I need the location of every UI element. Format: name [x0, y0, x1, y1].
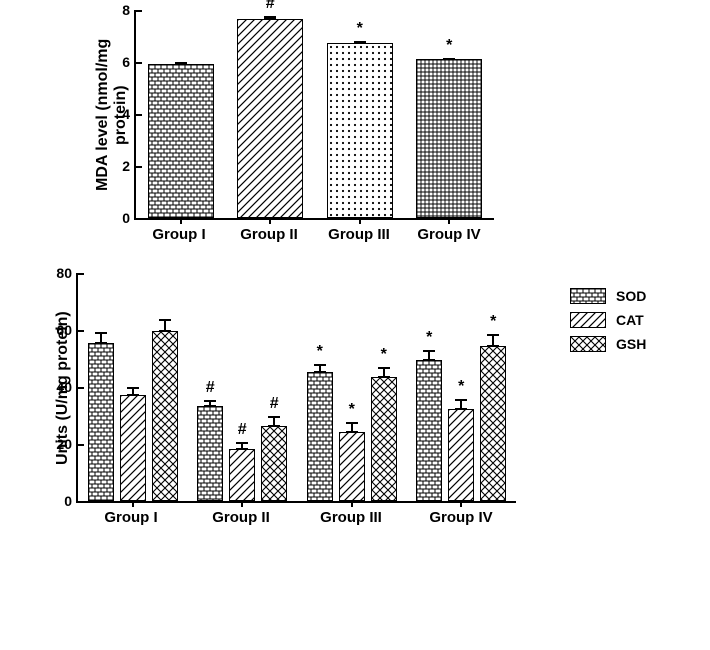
error-bar: [448, 58, 450, 61]
ytick: 40: [56, 379, 78, 395]
xlabel: Group IV: [406, 509, 516, 526]
ytick: 4: [122, 106, 136, 122]
legend-swatch: [570, 288, 606, 304]
significance-marker: *: [349, 401, 355, 419]
significance-marker: *: [490, 313, 496, 331]
ytick: 20: [56, 436, 78, 452]
error-bar: [383, 367, 385, 379]
ytick: 2: [122, 158, 136, 174]
bar: [307, 372, 333, 501]
bar: [229, 449, 255, 501]
legend: SOD CAT GSH: [570, 288, 646, 352]
significance-marker: *: [426, 329, 432, 347]
error-bar: [269, 16, 271, 19]
bar: [480, 346, 506, 501]
bar: [88, 343, 114, 501]
bar: [148, 64, 214, 218]
legend-label: SOD: [616, 288, 646, 304]
ytick: 60: [56, 322, 78, 338]
top-panel: MDA level (nmol/mg protein) 02468#** Gro…: [90, 10, 700, 243]
bar: [416, 360, 442, 501]
ytick: 6: [122, 54, 136, 70]
error-bar: [428, 350, 430, 361]
bar: [448, 409, 474, 501]
xlabel: Group IV: [404, 226, 494, 243]
xlabel: Group II: [224, 226, 314, 243]
ytick: 0: [64, 493, 78, 509]
bar-group: [136, 64, 226, 218]
bar: [371, 377, 397, 501]
error-bar: [273, 416, 275, 427]
xlabel: Group I: [76, 509, 186, 526]
figure: MDA level (nmol/mg protein) 02468#** Gro…: [10, 10, 700, 526]
top-xlabels: Group IGroup IIGroup IIIGroup IV: [134, 226, 494, 243]
bar-group: [78, 331, 188, 501]
error-bar: [460, 399, 462, 411]
significance-marker: *: [446, 37, 452, 55]
bar-group: ***: [407, 346, 517, 501]
legend-swatch: [570, 312, 606, 328]
error-bar: [359, 41, 361, 44]
ytick: 8: [122, 2, 136, 18]
bar: [152, 331, 178, 501]
error-bar: [164, 319, 166, 332]
bar: [237, 19, 303, 219]
bar: [339, 432, 365, 501]
bar-group: *: [315, 43, 405, 218]
legend-swatch: [570, 336, 606, 352]
bottom-plot-area: 020406080###******: [76, 273, 516, 503]
xlabel: Group II: [186, 509, 296, 526]
significance-marker: *: [458, 378, 464, 396]
error-bar: [492, 334, 494, 347]
legend-item: SOD: [570, 288, 646, 304]
bottom-panel: Units (U/mg protein) 020406080###****** …: [50, 273, 700, 526]
xlabel: Group III: [314, 226, 404, 243]
error-bar: [100, 332, 102, 344]
error-bar: [180, 62, 182, 66]
significance-marker: #: [238, 421, 247, 439]
bar-group: ###: [188, 406, 298, 501]
ytick: 80: [56, 265, 78, 281]
ytick: 0: [122, 210, 136, 226]
bar: [327, 43, 393, 218]
legend-item: GSH: [570, 336, 646, 352]
error-bar: [319, 364, 321, 373]
error-bar: [132, 387, 134, 396]
significance-marker: *: [381, 346, 387, 364]
significance-marker: #: [266, 0, 275, 13]
bar: [197, 406, 223, 501]
xlabel: Group III: [296, 509, 406, 526]
significance-marker: #: [206, 379, 215, 397]
legend-label: GSH: [616, 336, 646, 352]
bar: [416, 59, 482, 218]
bar: [120, 395, 146, 501]
significance-marker: *: [357, 20, 363, 38]
xlabel: Group I: [134, 226, 224, 243]
bar-group: ***: [297, 372, 407, 501]
legend-label: CAT: [616, 312, 644, 328]
error-bar: [351, 422, 353, 434]
error-bar: [241, 442, 243, 451]
error-bar: [209, 400, 211, 407]
bar-group: *: [405, 59, 495, 218]
bar-group: #: [226, 19, 316, 219]
bar: [261, 426, 287, 501]
significance-marker: *: [317, 343, 323, 361]
significance-marker: #: [270, 395, 279, 413]
top-plot-area: 02468#**: [134, 10, 494, 220]
legend-item: CAT: [570, 312, 646, 328]
bottom-xlabels: Group IGroup IIGroup IIIGroup IV: [76, 509, 516, 526]
